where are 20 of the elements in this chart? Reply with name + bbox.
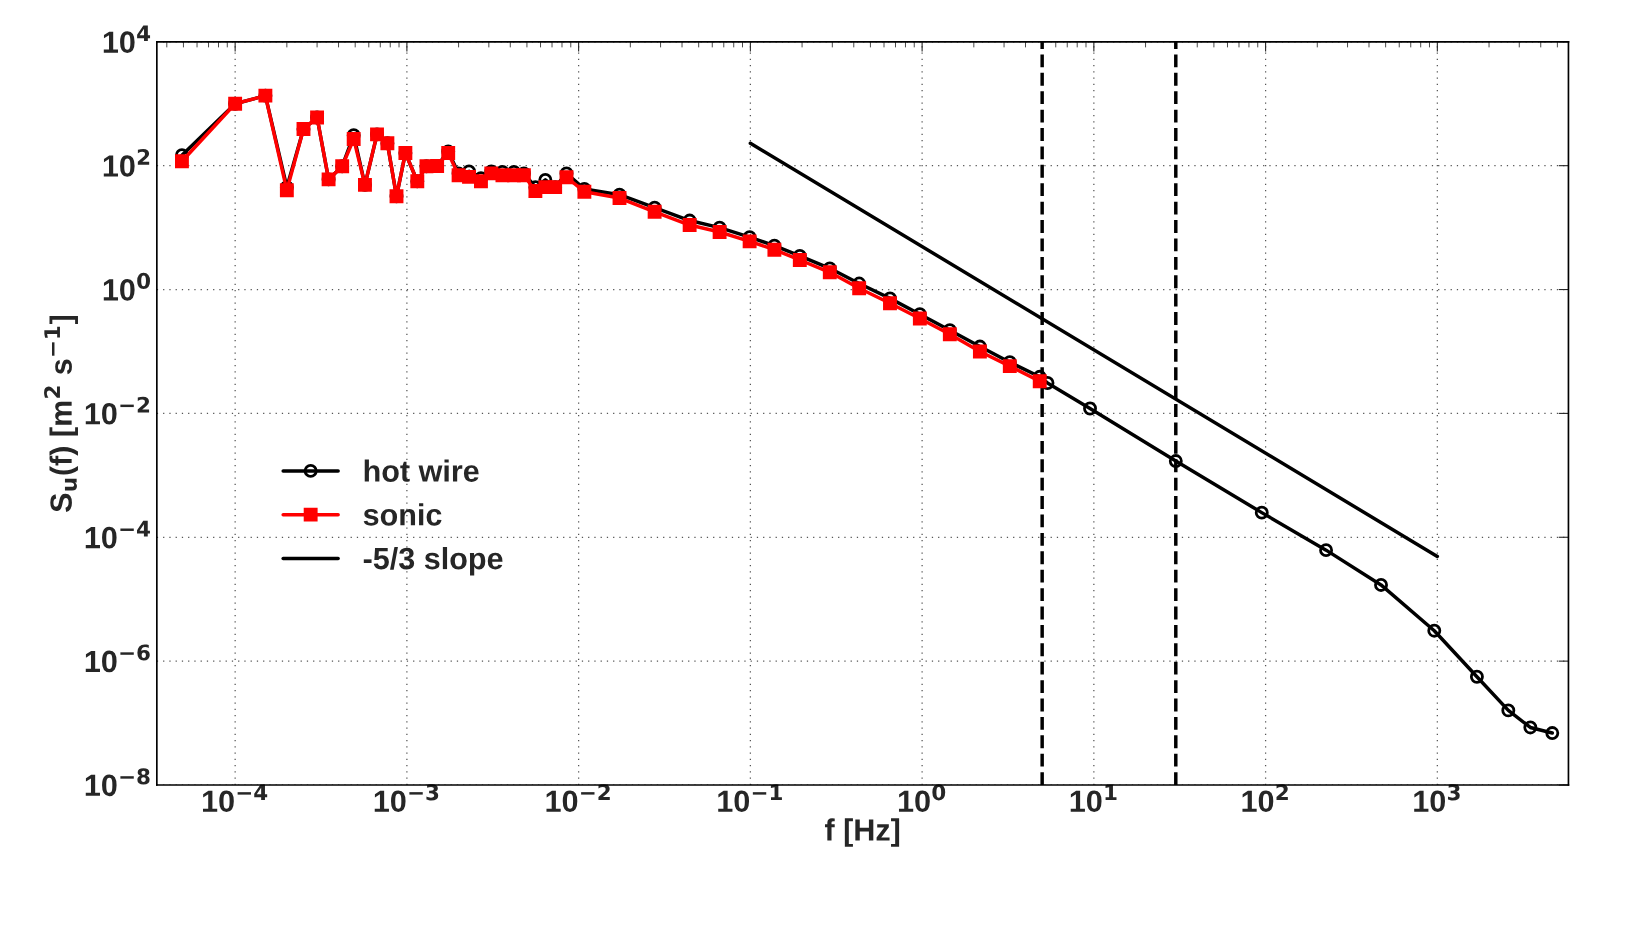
- y-tick-label: 10$^{−4}$: [85, 520, 150, 549]
- legend-label: sonic: [363, 503, 442, 526]
- y-tick-label: 10$^{0}$: [103, 272, 151, 301]
- x-tick-label: 10$^{2}$: [1242, 784, 1288, 813]
- y-tick-label: 10$^{−8}$: [85, 768, 150, 797]
- y-tick-label: 10$^{−6}$: [85, 644, 150, 673]
- x-tick-label: 10$^{−1}$: [718, 784, 782, 813]
- x-tick-label: 10$^{−2}$: [546, 784, 610, 813]
- y-tick-label: 10$^{2}$: [103, 148, 150, 177]
- x-axis-title: f [Hz]: [824, 818, 900, 847]
- legend-label: -5/3 slope: [363, 546, 503, 576]
- y-axis-title: S$_{u}$(f) [m$^{2}$ s$^{−1}$]: [44, 315, 78, 512]
- y-tick-label: 10$^{−2}$: [85, 396, 150, 425]
- x-tick-label: 10$^{3}$: [1414, 784, 1460, 813]
- x-tick-label: 10$^{1}$: [1070, 784, 1117, 813]
- y-tick-label: 10$^{4}$: [103, 25, 151, 53]
- legend-label: hot wire: [364, 459, 479, 482]
- x-tick-label: 10$^{−4}$: [203, 784, 268, 813]
- x-tick-label: 10$^{−3}$: [374, 784, 439, 813]
- x-tick-label: 10$^{0}$: [898, 784, 946, 813]
